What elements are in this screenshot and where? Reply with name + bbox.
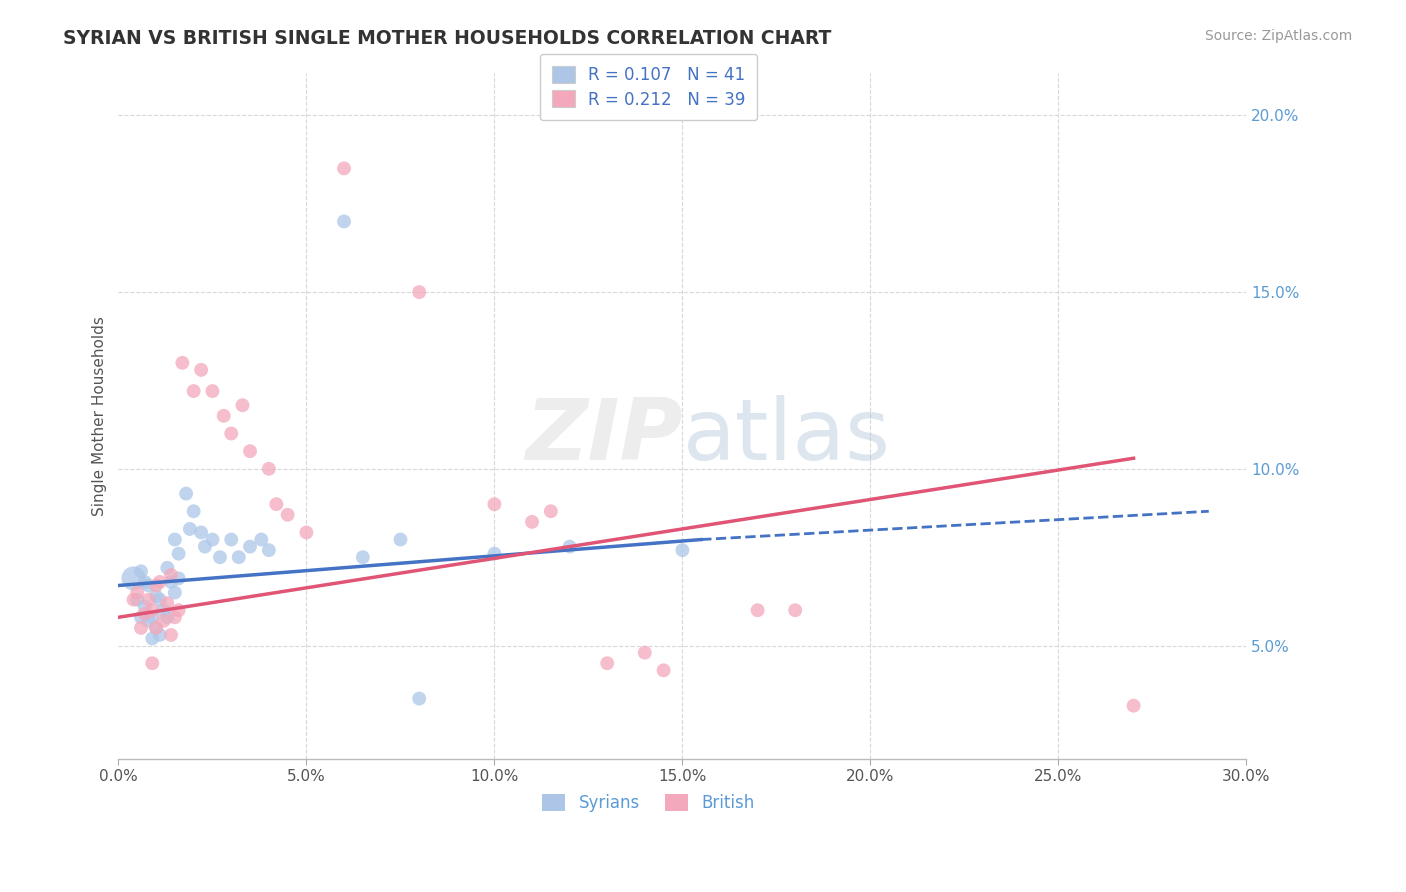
Point [540, 504, 562, 518]
Y-axis label: Single Mother Households: Single Mother Households [93, 316, 107, 516]
Point [152, 614, 174, 628]
Point [138, 578, 160, 592]
Point [127, 592, 149, 607]
Point [190, 363, 212, 377]
Point [138, 592, 160, 607]
Point [194, 540, 217, 554]
Point [145, 589, 167, 603]
Point [174, 486, 197, 500]
Point [122, 592, 145, 607]
Point [201, 384, 224, 398]
Point [160, 567, 183, 582]
Point [408, 285, 430, 299]
Point [652, 663, 675, 677]
Point [295, 525, 318, 540]
Point [149, 592, 172, 607]
Point [145, 621, 167, 635]
Point [172, 356, 194, 370]
Point [141, 632, 163, 646]
Point [277, 508, 299, 522]
Point [239, 444, 262, 458]
Point [183, 504, 205, 518]
Point [163, 585, 186, 599]
Point [122, 571, 145, 585]
Legend: Syrians, British: Syrians, British [536, 788, 762, 819]
Point [231, 398, 253, 412]
Point [141, 657, 163, 671]
Point [484, 497, 506, 511]
Point [408, 691, 430, 706]
Point [785, 603, 807, 617]
Point [129, 610, 152, 624]
Point [239, 540, 262, 554]
Point [250, 533, 273, 547]
Point [208, 550, 231, 565]
Point [333, 161, 356, 176]
Point [160, 628, 183, 642]
Point [201, 533, 224, 547]
Point [167, 547, 190, 561]
Point [183, 384, 205, 398]
Point [671, 543, 693, 558]
Point [634, 646, 657, 660]
Point [141, 603, 163, 617]
Point [219, 533, 242, 547]
Point [149, 574, 172, 589]
Point [149, 628, 172, 642]
Text: SYRIAN VS BRITISH SINGLE MOTHER HOUSEHOLDS CORRELATION CHART: SYRIAN VS BRITISH SINGLE MOTHER HOUSEHOL… [63, 29, 831, 47]
Point [156, 596, 179, 610]
Point [333, 214, 356, 228]
Text: ZIP: ZIP [524, 395, 682, 478]
Point [484, 547, 506, 561]
Point [352, 550, 374, 565]
Point [152, 603, 174, 617]
Point [520, 515, 543, 529]
Point [558, 540, 581, 554]
Point [129, 565, 152, 579]
Point [212, 409, 235, 423]
Point [145, 578, 167, 592]
Point [179, 522, 201, 536]
Point [145, 621, 167, 635]
Point [266, 497, 288, 511]
Point [134, 599, 156, 614]
Point [134, 574, 156, 589]
Point [257, 543, 280, 558]
Point [389, 533, 412, 547]
Point [167, 571, 190, 585]
Point [163, 533, 186, 547]
Point [190, 525, 212, 540]
Text: Source: ZipAtlas.com: Source: ZipAtlas.com [1205, 29, 1353, 43]
Point [747, 603, 769, 617]
Point [134, 607, 156, 621]
Point [141, 610, 163, 624]
Point [127, 585, 149, 599]
Point [167, 603, 190, 617]
Point [228, 550, 250, 565]
Point [1122, 698, 1144, 713]
Text: atlas: atlas [682, 395, 890, 478]
Point [257, 462, 280, 476]
Point [138, 614, 160, 628]
Point [156, 610, 179, 624]
Point [219, 426, 242, 441]
Point [596, 657, 619, 671]
Point [129, 621, 152, 635]
Point [156, 561, 179, 575]
Point [160, 574, 183, 589]
Point [163, 610, 186, 624]
